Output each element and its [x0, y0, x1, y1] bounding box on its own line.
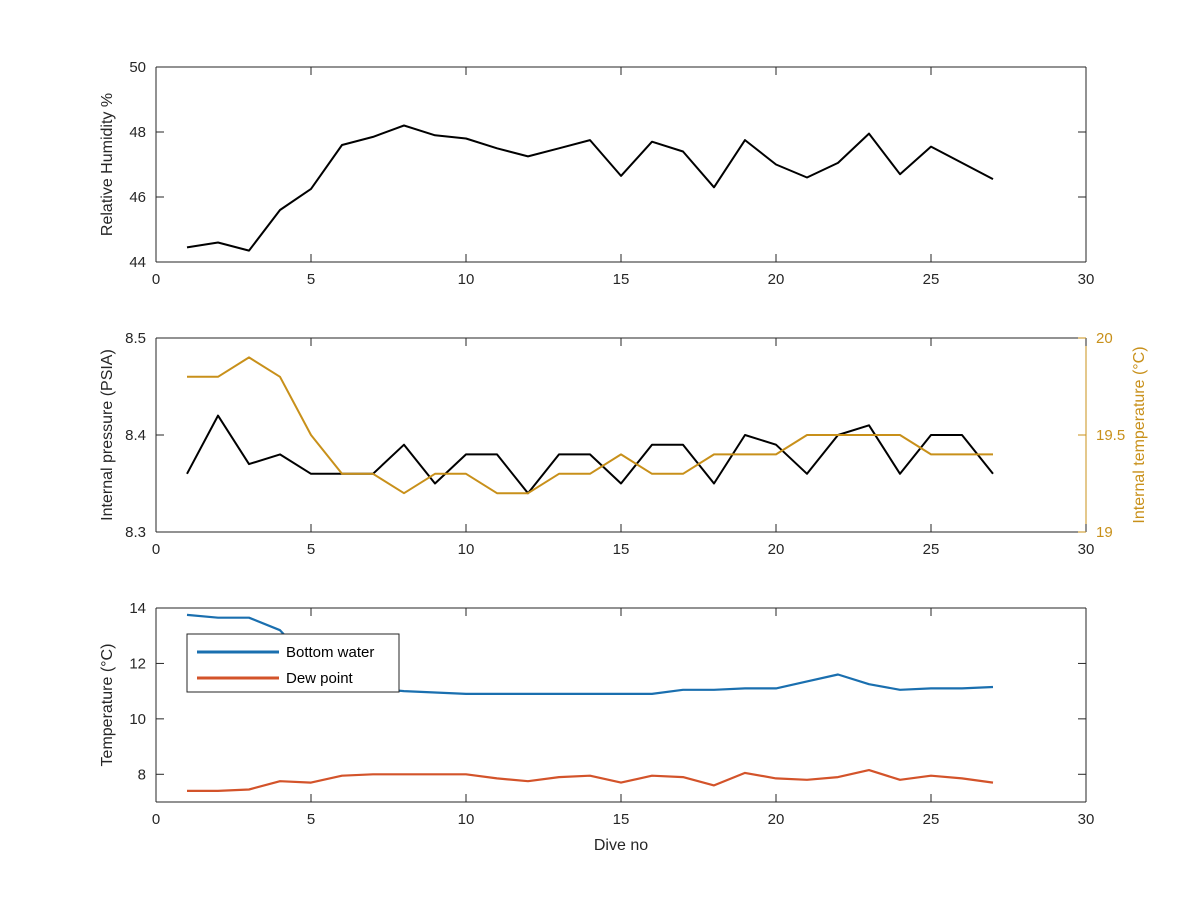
y-tick-label: 8.4	[125, 427, 146, 444]
series-line-dew-point	[187, 768, 994, 793]
chart-panel-2: 0 5 10 15 20 25 30 8.3 8.4 8.5 19 19.5 20 Internal pr…	[99, 330, 1148, 558]
x-tick-label: 25	[923, 271, 940, 288]
x-tick-label: 10	[458, 811, 475, 828]
x-tick-label: 30	[1078, 541, 1095, 558]
x-tick-label: 25	[923, 811, 940, 828]
x-tick-label: 0	[152, 541, 160, 558]
x-tick-label: 30	[1078, 271, 1095, 288]
y-tick-label: 44	[129, 254, 146, 271]
x-tick-label: 20	[768, 811, 785, 828]
legend-box	[186, 633, 400, 693]
y-tick-label: 10	[129, 711, 146, 728]
x-tick-label: 0	[152, 811, 160, 828]
series-line-series-2	[187, 356, 993, 495]
x-tick-label: 20	[768, 271, 785, 288]
x-tick-label: 20	[768, 541, 785, 558]
legend: Bottom water Dew point	[186, 633, 400, 693]
right-y-tick-label: 19.5	[1096, 427, 1125, 444]
x-tick-label: 15	[613, 541, 630, 558]
y-tick-label: 8.3	[125, 524, 146, 541]
x-tick-label: 5	[307, 541, 315, 558]
y-axis-label: Internal pressure (PSIA)	[99, 349, 116, 521]
series-line-series-1	[186, 414, 994, 495]
y-tick-label: 50	[129, 59, 146, 76]
y-tick-label: 48	[129, 124, 146, 141]
y-tick-label: 8	[138, 766, 146, 783]
right-y-tick-label: 19	[1096, 524, 1113, 541]
chart-panel-1: 0 5 10 15 20 25 30 44 46 48 50 Relative Humidity %	[99, 59, 1094, 288]
x-tick-label: 25	[923, 541, 940, 558]
x-tick-label: 15	[613, 811, 630, 828]
y-tick-label: 12	[129, 655, 146, 672]
y-tick-label: 46	[129, 189, 146, 206]
x-tick-label: 30	[1078, 811, 1095, 828]
right-y-tick-label: 20	[1096, 330, 1113, 347]
x-tick-label: 0	[152, 271, 160, 288]
x-axis-label: Dive no	[594, 837, 648, 854]
series-line-series-1	[186, 124, 994, 252]
x-tick-label: 5	[307, 271, 315, 288]
legend-entry: Bottom water	[286, 644, 374, 661]
chart-panel-3: 0 5 10 15 20 25 30 8 10 12 14 Temperature (°C) Dive …	[99, 600, 1094, 854]
x-tick-label: 15	[613, 271, 630, 288]
x-tick-label: 5	[307, 811, 315, 828]
legend-entry: Dew point	[286, 670, 354, 687]
x-tick-label: 10	[458, 271, 475, 288]
y-axis-label: Relative Humidity %	[99, 93, 116, 236]
y-tick-label: 14	[129, 600, 146, 617]
right-y-axis-label: Internal temperature (°C)	[1131, 346, 1148, 523]
y-tick-label: 8.5	[125, 330, 146, 347]
x-tick-label: 10	[458, 541, 475, 558]
y-axis-label: Temperature (°C)	[99, 644, 116, 767]
